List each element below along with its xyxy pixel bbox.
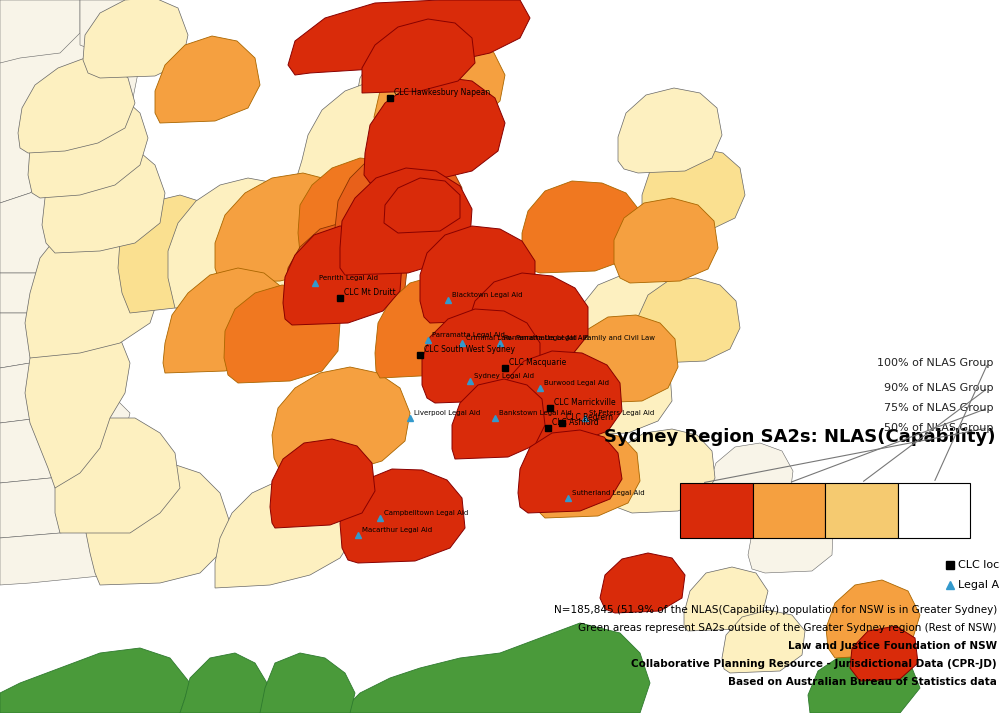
Polygon shape — [224, 285, 340, 383]
Polygon shape — [0, 648, 190, 713]
Polygon shape — [375, 275, 500, 378]
Text: Bankstown Legal Aid: Bankstown Legal Aid — [499, 410, 572, 416]
Polygon shape — [42, 143, 165, 253]
Text: Criminal Law- Parramatta Legal Aid: Criminal Law- Parramatta Legal Aid — [466, 335, 589, 341]
Text: 75% of NLAS Group: 75% of NLAS Group — [884, 403, 993, 413]
Text: CLC Mt Druitt: CLC Mt Druitt — [344, 288, 396, 297]
Bar — [680, 483, 753, 538]
Text: Green areas represent SA2s outside of the Greater Sydney region (Rest of NSW): Green areas represent SA2s outside of th… — [578, 623, 997, 633]
Polygon shape — [83, 0, 188, 78]
Polygon shape — [340, 469, 465, 563]
Polygon shape — [25, 318, 130, 488]
Text: Legal Aid NSW locations: Legal Aid NSW locations — [958, 580, 1000, 590]
Polygon shape — [350, 27, 488, 123]
Text: Sydney Legal Aid: Sydney Legal Aid — [474, 373, 534, 379]
Polygon shape — [618, 88, 722, 173]
Text: 50% of NLAS Group: 50% of NLAS Group — [884, 423, 993, 433]
Text: St Peters Legal Aid: St Peters Legal Aid — [589, 410, 654, 416]
Polygon shape — [578, 275, 690, 363]
Polygon shape — [270, 439, 375, 528]
Polygon shape — [0, 173, 80, 273]
Polygon shape — [285, 221, 408, 321]
Polygon shape — [155, 36, 260, 123]
Text: Parramatta Legal Aid: Parramatta Legal Aid — [432, 332, 505, 338]
Polygon shape — [452, 379, 545, 459]
Polygon shape — [0, 0, 150, 203]
Polygon shape — [283, 226, 402, 325]
Polygon shape — [522, 181, 642, 273]
Polygon shape — [335, 148, 462, 251]
Bar — [898, 483, 970, 538]
Polygon shape — [272, 367, 410, 475]
Polygon shape — [374, 35, 505, 133]
Text: Law and Justice Foundation of NSW: Law and Justice Foundation of NSW — [788, 641, 997, 651]
Text: 90% of NLAS Group: 90% of NLAS Group — [884, 383, 993, 393]
Polygon shape — [25, 218, 160, 358]
Polygon shape — [610, 429, 715, 513]
Polygon shape — [562, 347, 672, 435]
Text: CLC Macquarie: CLC Macquarie — [509, 358, 566, 367]
Polygon shape — [808, 648, 920, 713]
Polygon shape — [350, 623, 650, 713]
Text: Collaborative Planning Resource - Jurisdictional Data (CPR-JD): Collaborative Planning Resource - Jurisd… — [631, 659, 997, 669]
Polygon shape — [215, 173, 358, 283]
Polygon shape — [574, 315, 678, 403]
Polygon shape — [384, 178, 460, 233]
Polygon shape — [468, 273, 588, 368]
Text: Sydney Region SA2s: NLAS(Capability): Sydney Region SA2s: NLAS(Capability) — [604, 428, 995, 446]
Text: CLC Ashford: CLC Ashford — [552, 418, 599, 427]
Polygon shape — [288, 0, 530, 75]
Polygon shape — [28, 91, 148, 198]
Polygon shape — [0, 333, 120, 423]
Polygon shape — [340, 168, 472, 275]
Text: Parramatta Legal Aid - Family and Civil Law: Parramatta Legal Aid - Family and Civil … — [504, 335, 655, 341]
Polygon shape — [0, 453, 140, 538]
Text: CLC locations: CLC locations — [958, 560, 1000, 570]
Polygon shape — [0, 273, 110, 368]
Polygon shape — [826, 580, 920, 658]
Polygon shape — [55, 418, 180, 533]
Text: Penrith Legal Aid: Penrith Legal Aid — [319, 275, 378, 281]
Polygon shape — [518, 430, 622, 513]
Text: Burwood Legal Aid: Burwood Legal Aid — [544, 380, 609, 386]
Polygon shape — [638, 278, 740, 363]
Polygon shape — [118, 195, 235, 313]
Text: Liverpool Legal Aid: Liverpool Legal Aid — [414, 410, 480, 416]
Bar — [753, 483, 825, 538]
Text: Based on Australian Bureau of Statistics data: Based on Australian Bureau of Statistics… — [728, 677, 997, 687]
Text: Campbelltown Legal Aid: Campbelltown Legal Aid — [384, 510, 468, 516]
Text: CLC South West Sydney: CLC South West Sydney — [424, 345, 515, 354]
Polygon shape — [80, 0, 160, 53]
Polygon shape — [600, 553, 685, 613]
Polygon shape — [0, 513, 160, 585]
Text: Blacktown Legal Aid: Blacktown Legal Aid — [452, 292, 522, 298]
Text: N=185,845 (51.9% of the NLAS(Capability) population for NSW is in Greater Sydney: N=185,845 (51.9% of the NLAS(Capability)… — [554, 605, 997, 615]
Polygon shape — [614, 198, 718, 283]
Text: CLC Hawkesbury Napean: CLC Hawkesbury Napean — [394, 88, 490, 97]
Polygon shape — [163, 268, 292, 373]
Polygon shape — [722, 610, 805, 673]
Polygon shape — [642, 148, 745, 233]
Polygon shape — [215, 478, 355, 588]
Polygon shape — [298, 158, 422, 258]
Bar — [825, 483, 898, 538]
Polygon shape — [85, 463, 230, 585]
Text: Macarthur Legal Aid: Macarthur Legal Aid — [362, 527, 432, 533]
Text: CLC Redfern: CLC Redfern — [566, 413, 613, 422]
Polygon shape — [422, 309, 540, 403]
Polygon shape — [0, 0, 80, 63]
Polygon shape — [168, 178, 315, 308]
Polygon shape — [420, 226, 535, 323]
Polygon shape — [0, 213, 100, 313]
Text: Sutherland Legal Aid: Sutherland Legal Aid — [572, 490, 645, 496]
Text: 100% of NLAS Group: 100% of NLAS Group — [877, 358, 993, 368]
Polygon shape — [362, 19, 475, 93]
Polygon shape — [850, 626, 918, 681]
Polygon shape — [684, 567, 768, 631]
Polygon shape — [537, 431, 640, 518]
Polygon shape — [364, 77, 505, 183]
Polygon shape — [18, 58, 135, 153]
Polygon shape — [295, 81, 428, 183]
Polygon shape — [180, 653, 270, 713]
